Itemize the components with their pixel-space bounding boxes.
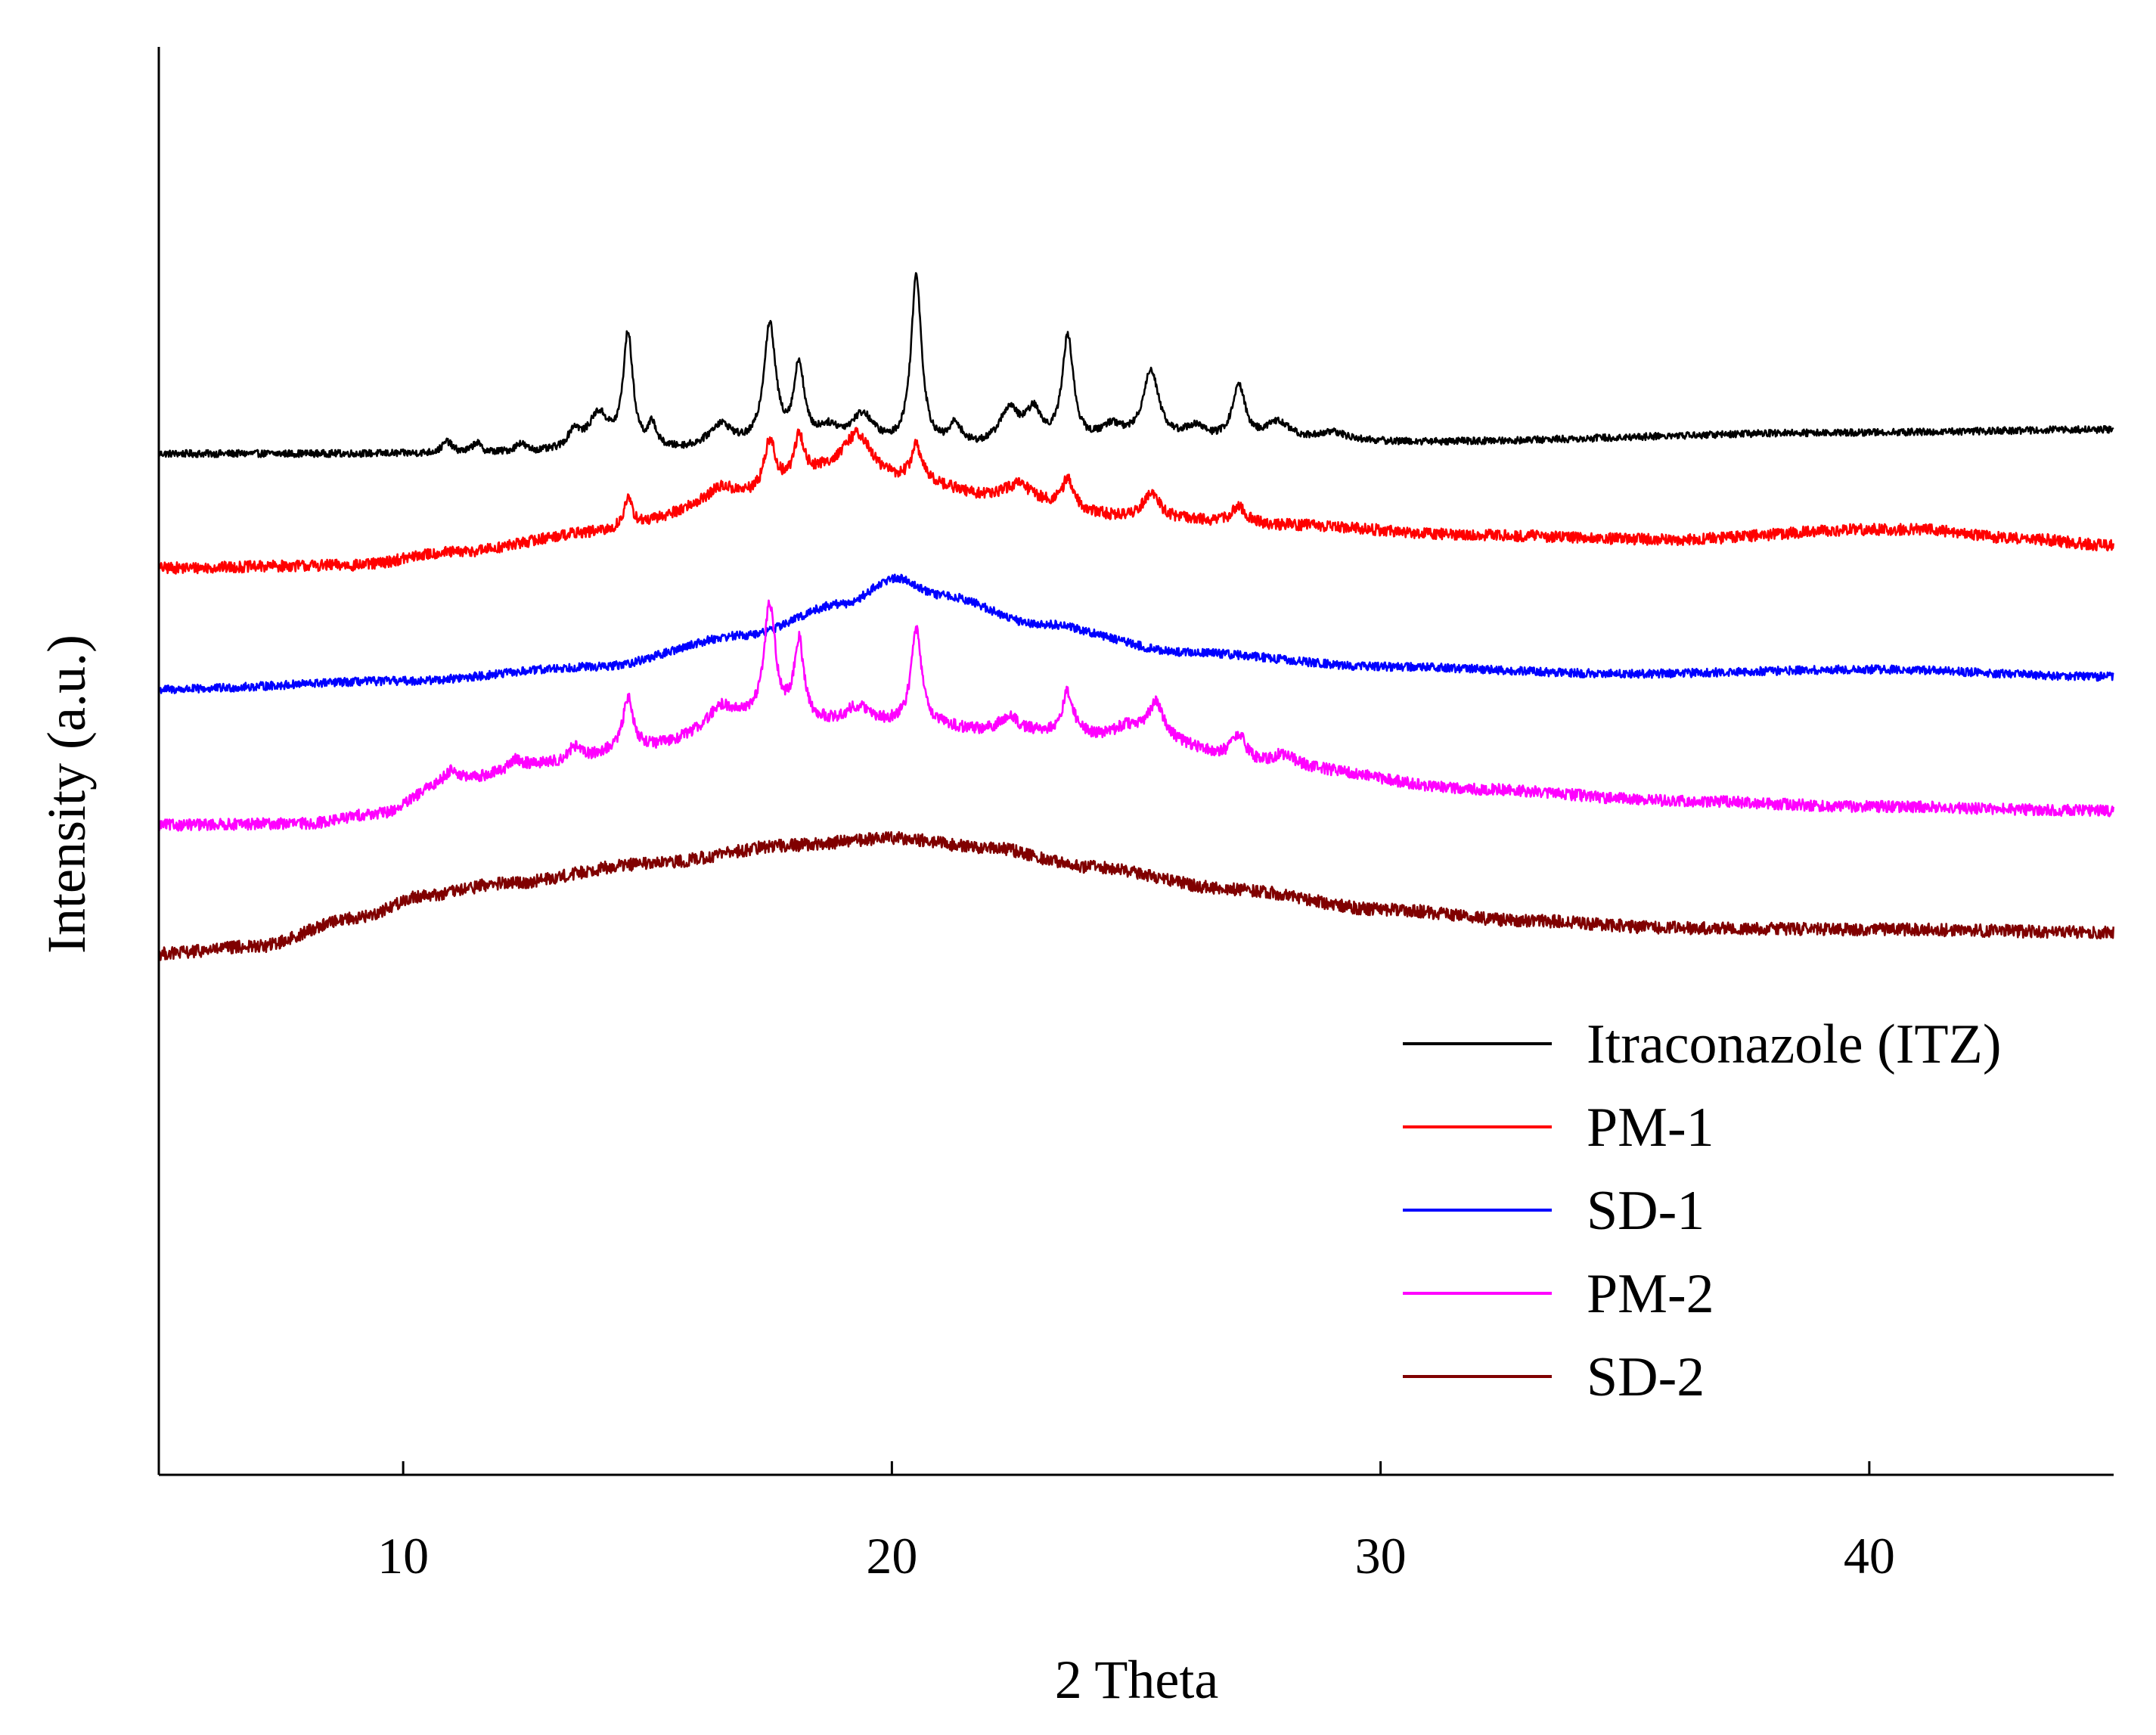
legend-label-itz: Itraconazole (ITZ) [1587,1013,2001,1075]
legend-label-pm2: PM-2 [1587,1263,1714,1325]
series-pm1-line [157,427,2114,575]
x-ticks: 10 20 30 40 [377,1461,1895,1584]
x-tick-label: 10 [377,1527,429,1584]
legend: Itraconazole (ITZ) PM-1 SD-1 PM-2 SD-2 [1403,1013,2001,1408]
series-sd1-line [158,573,2114,694]
x-tick-label: 30 [1355,1527,1407,1584]
series-itz-line [157,272,2114,458]
legend-label-sd1: SD-1 [1587,1180,1705,1242]
series-pm2-line [157,599,2114,832]
legend-label-sd2: SD-2 [1587,1346,1705,1408]
x-tick-label: 40 [1844,1527,1895,1584]
series-sd2-line [157,830,2114,961]
x-tick-label: 20 [866,1527,917,1584]
legend-label-pm1: PM-1 [1587,1097,1714,1159]
x-axis-title: 2 Theta [1055,1650,1219,1710]
series-group [157,272,2114,961]
y-axis-title: Intensity (a.u.) [36,635,97,954]
